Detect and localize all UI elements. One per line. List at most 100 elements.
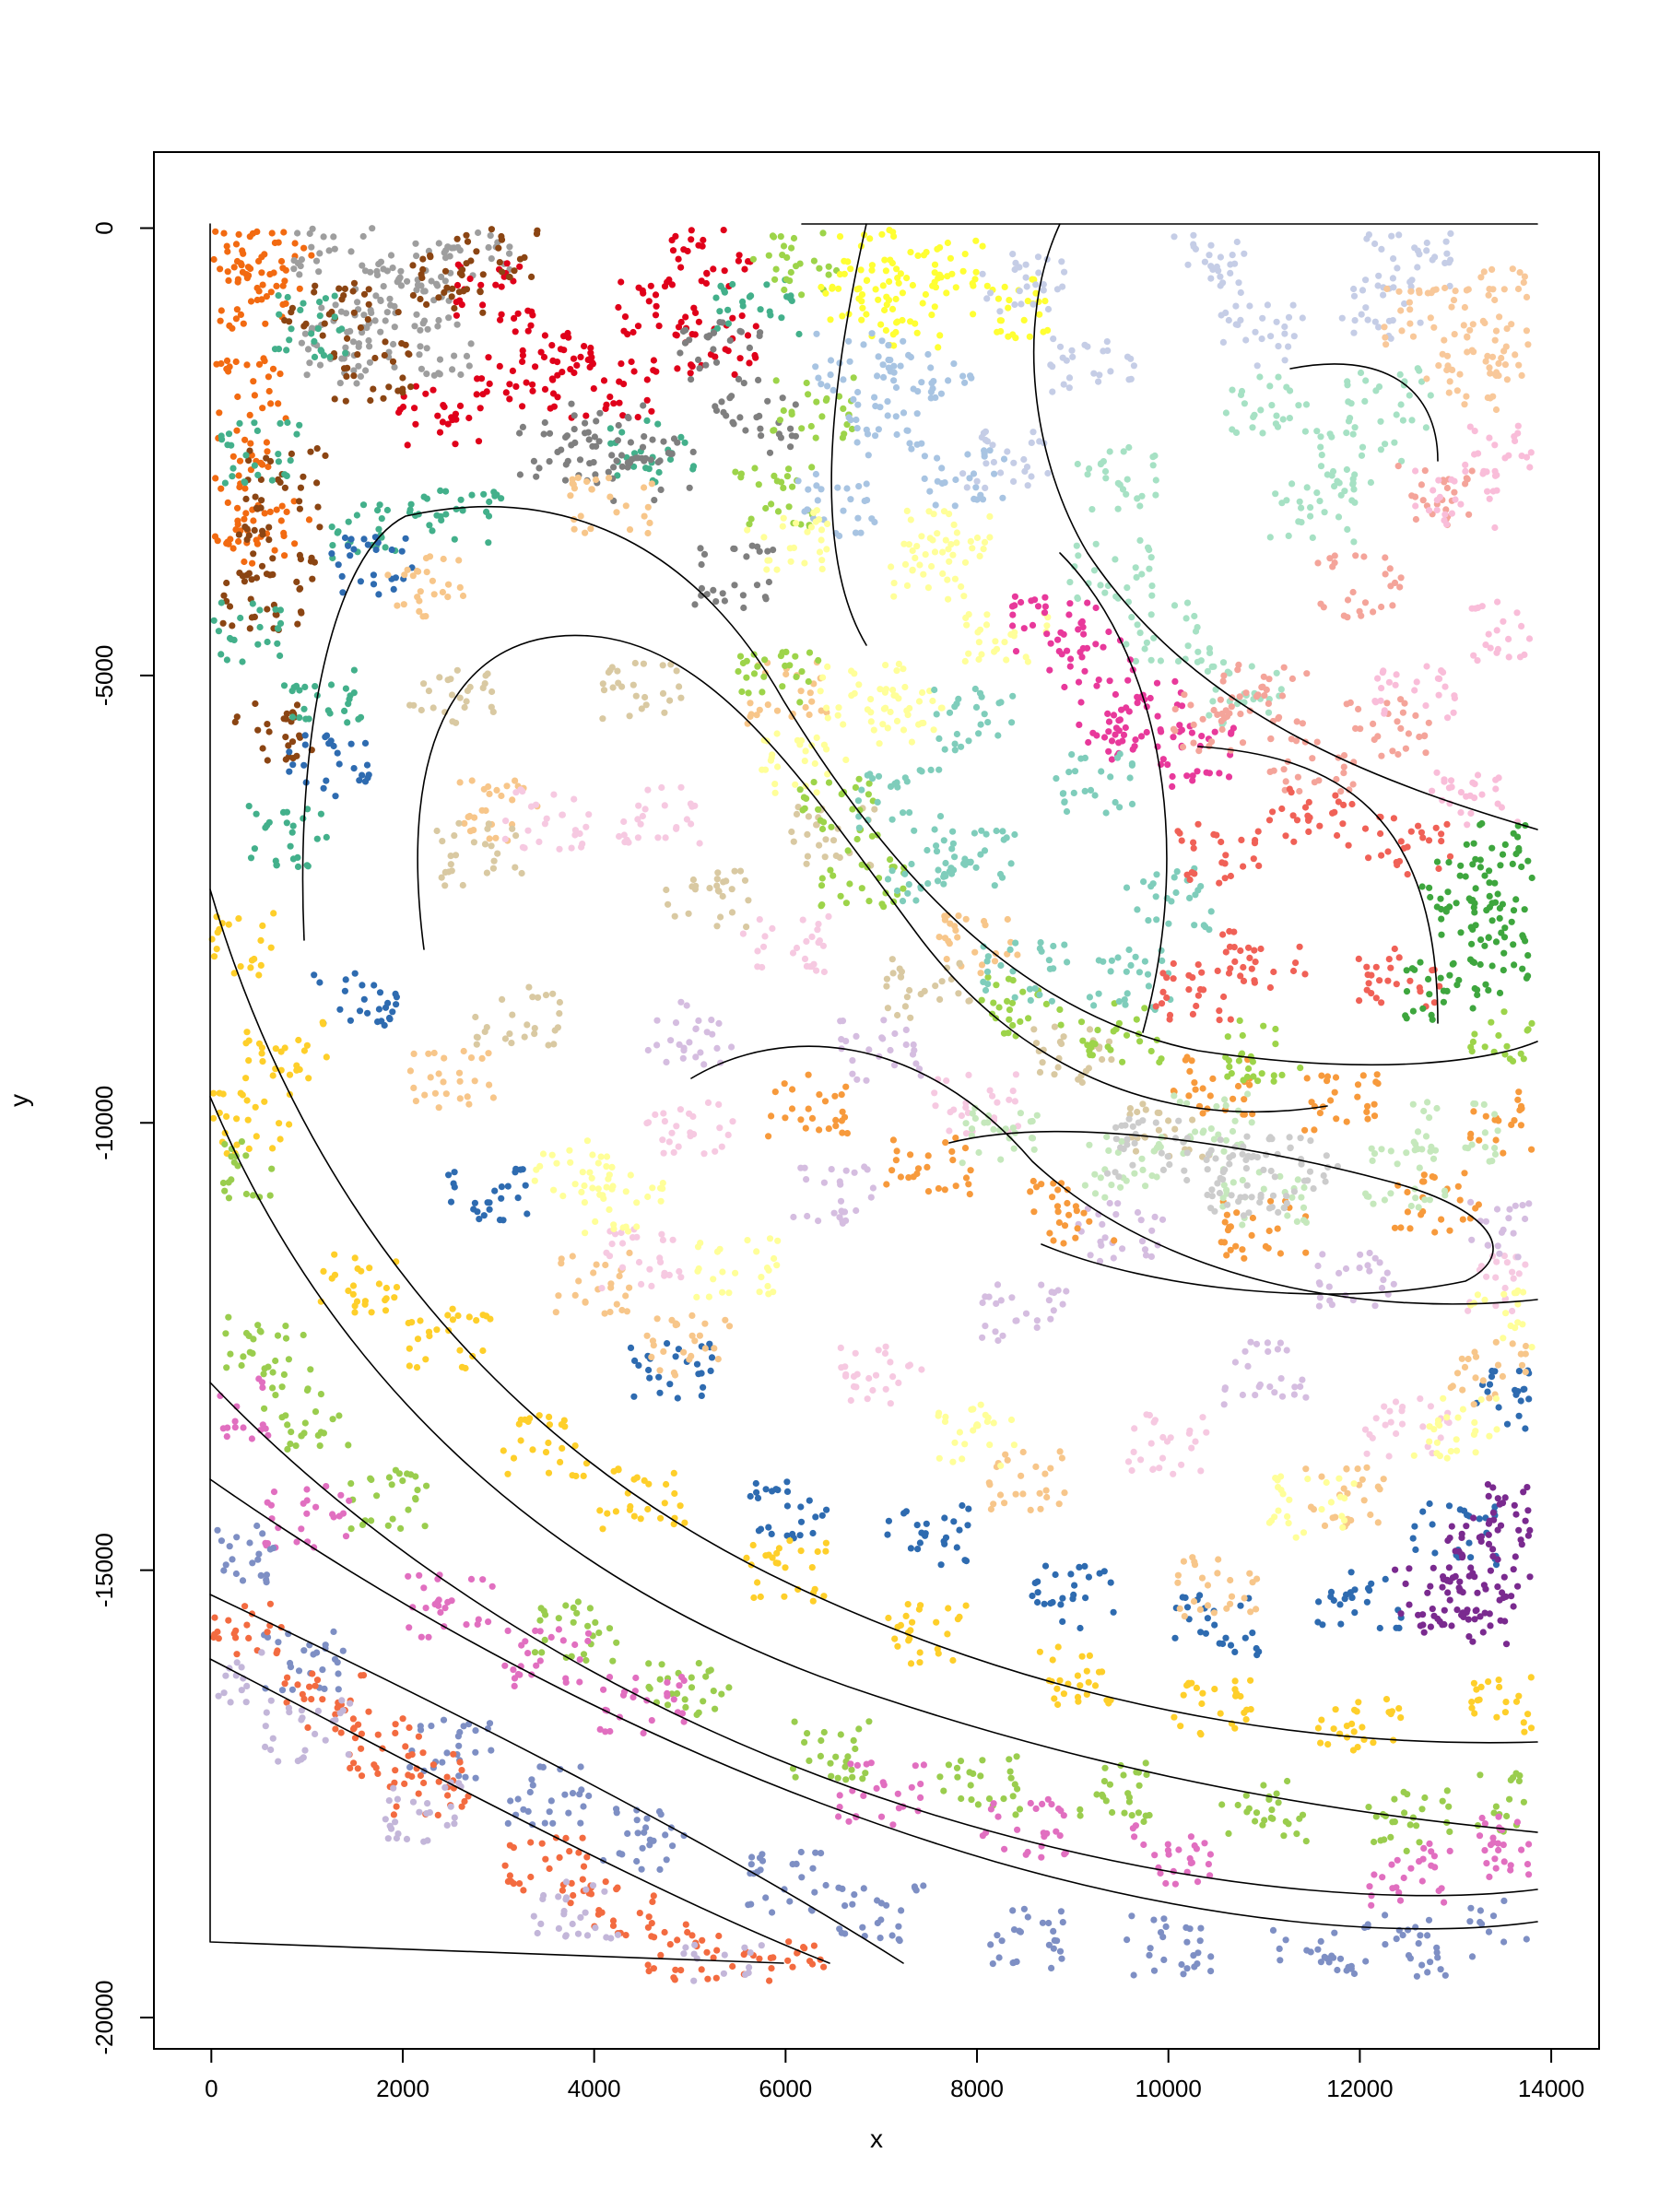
scatter-point bbox=[1061, 941, 1068, 948]
scatter-point bbox=[275, 451, 282, 458]
scatter-point bbox=[1433, 769, 1441, 776]
scatter-point bbox=[807, 524, 816, 531]
scatter-point bbox=[1465, 1355, 1472, 1363]
scatter-point bbox=[599, 680, 606, 688]
scatter-point bbox=[1393, 1624, 1400, 1631]
scatter-point bbox=[1258, 1070, 1265, 1077]
scatter-point bbox=[344, 719, 351, 726]
scatter-point bbox=[365, 300, 372, 308]
scatter-point bbox=[1077, 755, 1085, 762]
scatter-point bbox=[540, 353, 548, 361]
scatter-point bbox=[1299, 720, 1306, 727]
scatter-point bbox=[989, 1092, 996, 1100]
scatter-point bbox=[1240, 963, 1247, 971]
scatter-point bbox=[790, 838, 797, 845]
scatter-point bbox=[1317, 443, 1324, 451]
scatter-point bbox=[265, 728, 273, 735]
scatter-point bbox=[724, 306, 732, 313]
scatter-point bbox=[1079, 1037, 1087, 1044]
scatter-point bbox=[1279, 1490, 1287, 1498]
scatter-point bbox=[1362, 377, 1370, 384]
scatter-point bbox=[332, 301, 339, 309]
scatter-point bbox=[406, 1067, 414, 1075]
scatter-point bbox=[805, 1105, 812, 1112]
scatter-point bbox=[1228, 1192, 1235, 1199]
scatter-point bbox=[835, 704, 842, 712]
scatter-point bbox=[880, 1017, 888, 1024]
scatter-point bbox=[1194, 961, 1202, 969]
scatter-point bbox=[1246, 1570, 1253, 1577]
scatter-point bbox=[268, 229, 276, 237]
scatter-point bbox=[1077, 699, 1085, 706]
scatter-point bbox=[1103, 1133, 1111, 1141]
scatter-point bbox=[619, 412, 627, 419]
scatter-point bbox=[967, 1167, 974, 1174]
scatter-point bbox=[1129, 1161, 1136, 1169]
scatter-point bbox=[842, 1372, 850, 1380]
scatter-point bbox=[701, 1345, 709, 1352]
scatter-point bbox=[1411, 687, 1418, 694]
scatter-point bbox=[841, 1363, 849, 1371]
scatter-point bbox=[514, 1194, 522, 1202]
scatter-point bbox=[440, 402, 447, 409]
scatter-point bbox=[511, 267, 518, 275]
scatter-point bbox=[1123, 490, 1130, 498]
scatter-point bbox=[961, 379, 969, 386]
scatter-point bbox=[972, 237, 980, 244]
scatter-point bbox=[581, 1182, 588, 1190]
scatter-point bbox=[753, 712, 760, 719]
scatter-point bbox=[724, 320, 733, 327]
scatter-point bbox=[1369, 1157, 1376, 1164]
scatter-point bbox=[633, 1199, 641, 1206]
scatter-point bbox=[787, 268, 794, 276]
scatter-point bbox=[1218, 838, 1225, 846]
scatter-point bbox=[1092, 641, 1100, 648]
scatter-point bbox=[357, 324, 364, 332]
scatter-point bbox=[212, 475, 219, 482]
scatter-point bbox=[1305, 798, 1312, 806]
scatter-point bbox=[359, 982, 366, 989]
scatter-point bbox=[240, 320, 247, 327]
scatter-point bbox=[793, 810, 801, 818]
scatter-point bbox=[375, 260, 382, 268]
scatter-point bbox=[1141, 645, 1148, 653]
scatter-point bbox=[659, 1236, 667, 1243]
scatter-point bbox=[808, 1114, 817, 1122]
scatter-point bbox=[1315, 1598, 1323, 1606]
scatter-point bbox=[539, 1150, 547, 1158]
scatter-point bbox=[1326, 430, 1334, 438]
scatter-point bbox=[1244, 1362, 1252, 1370]
scatter-point bbox=[906, 1361, 914, 1369]
scatter-point bbox=[1219, 1176, 1227, 1183]
scatter-point bbox=[1499, 851, 1507, 858]
scatter-point bbox=[1112, 1169, 1119, 1176]
scatter-point bbox=[686, 484, 693, 491]
scatter-point bbox=[553, 1159, 560, 1167]
scatter-point bbox=[830, 386, 837, 394]
scatter-point bbox=[589, 360, 597, 368]
scatter-point bbox=[618, 1306, 626, 1314]
scatter-point bbox=[874, 372, 881, 380]
scatter-point bbox=[1086, 1218, 1093, 1225]
scatter-point bbox=[648, 407, 655, 415]
scatter-point bbox=[914, 252, 922, 259]
scatter-point bbox=[344, 335, 351, 342]
scatter-point bbox=[506, 274, 513, 281]
scatter-point bbox=[1477, 960, 1484, 969]
scatter-point bbox=[1041, 1600, 1048, 1607]
scatter-point bbox=[1148, 592, 1156, 599]
scatter-point bbox=[1250, 855, 1257, 863]
scatter-point bbox=[888, 1167, 896, 1174]
scatter-point bbox=[1335, 1475, 1343, 1482]
scatter-point bbox=[635, 1258, 643, 1266]
scatter-point bbox=[653, 302, 660, 310]
scatter-point bbox=[663, 886, 670, 894]
scatter-point bbox=[1125, 1115, 1133, 1123]
scatter-point bbox=[1105, 728, 1112, 735]
scatter-point bbox=[913, 329, 921, 336]
scatter-point bbox=[865, 780, 873, 787]
scatter-point bbox=[1493, 649, 1500, 656]
scatter-point bbox=[1419, 497, 1427, 504]
scatter-point bbox=[837, 1344, 844, 1351]
scatter-point bbox=[853, 1383, 860, 1391]
